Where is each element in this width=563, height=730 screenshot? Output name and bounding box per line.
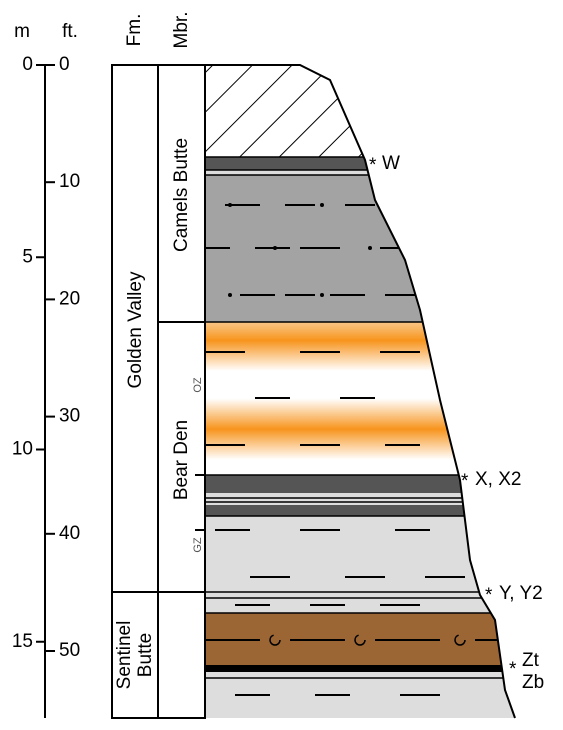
zone-label: GZ: [192, 537, 204, 553]
fm-header: Fm.: [124, 14, 145, 47]
mbr-header: Mbr.: [171, 12, 192, 49]
sample-marker: *: [461, 471, 469, 492]
sample-marker: *: [369, 155, 377, 176]
ft-tick-label: 30: [59, 406, 80, 427]
m-tick-label: 0: [22, 54, 33, 75]
sample-label: Zt: [522, 650, 540, 671]
formation-label: Golden Valley: [125, 271, 146, 388]
ft-tick-label: 20: [59, 288, 80, 309]
formation-label: Sentinel: [114, 621, 135, 690]
m-header: m: [14, 21, 30, 42]
sample-label: Y, Y2: [499, 583, 543, 604]
ft-tick-label: 50: [59, 640, 80, 661]
sample-marker: *: [509, 659, 517, 680]
zone-label: OZ: [192, 377, 204, 393]
ft-tick-label: 10: [59, 171, 80, 192]
sample-marker: *: [485, 585, 493, 606]
ft-tick-label: 40: [59, 523, 80, 544]
member-label: Camels Butte: [171, 138, 192, 252]
sample-label: X, X2: [475, 469, 521, 490]
formation-label: Butte: [135, 633, 156, 677]
m-tick-label: 5: [22, 246, 33, 267]
ft-tick-label: 0: [59, 54, 70, 75]
sample-label: W: [382, 153, 400, 174]
stratigraphic-column: m ft. Fm. Mbr. 0 5 10 15 0 10 20 30 40 50 Golden …: [0, 0, 563, 730]
m-tick-label: 10: [12, 439, 33, 460]
m-tick-label: 15: [12, 631, 33, 652]
sample-label: Zb: [522, 672, 544, 693]
ft-header: ft.: [62, 21, 78, 42]
member-label: Bear Den: [171, 420, 192, 500]
